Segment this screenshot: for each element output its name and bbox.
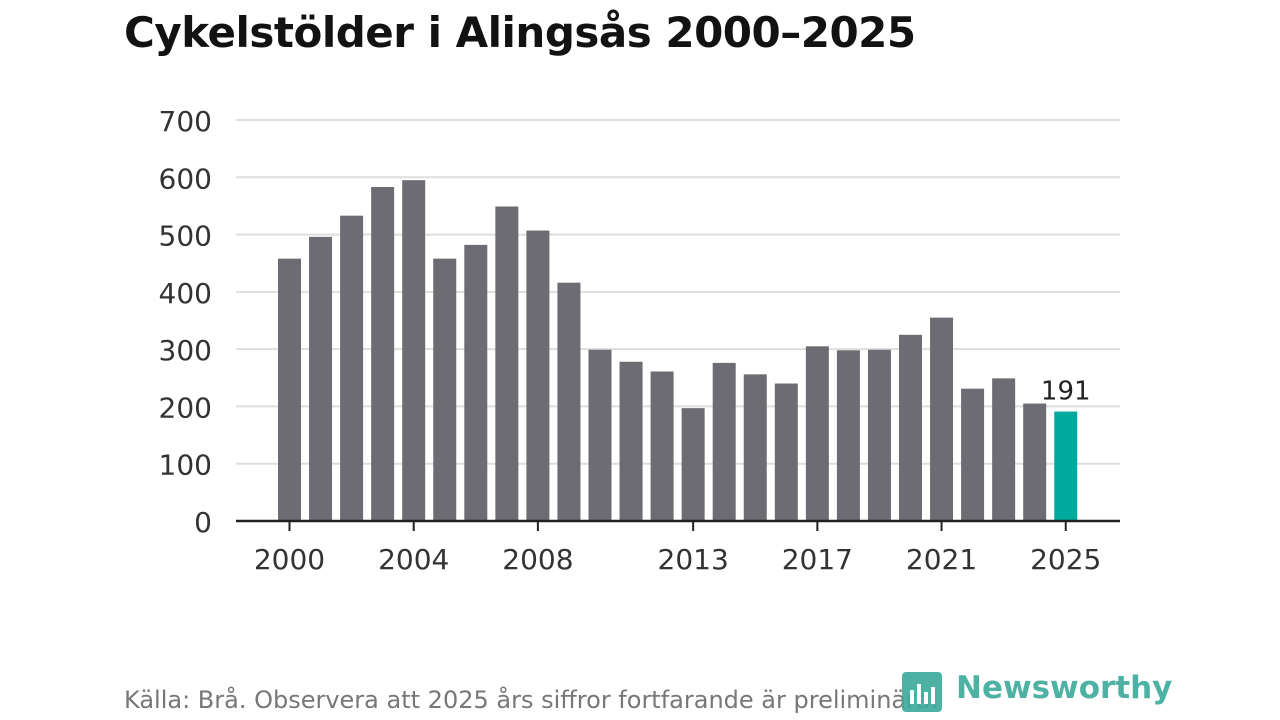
y-tick-label: 300 — [159, 334, 212, 367]
bar-2017 — [805, 346, 829, 521]
x-tick-label: 2017 — [782, 543, 853, 576]
bar-2004 — [402, 180, 426, 521]
y-tick-label: 500 — [159, 220, 212, 253]
bar-2007 — [495, 206, 519, 521]
bar-2016 — [774, 383, 798, 521]
bar-2023 — [992, 378, 1016, 521]
bar-2011 — [619, 361, 643, 521]
bar-2008 — [526, 230, 550, 521]
bar-2025 — [1054, 411, 1078, 521]
bar-2001 — [309, 236, 333, 521]
x-tick-label: 2021 — [906, 543, 977, 576]
y-tick-label: 400 — [159, 277, 212, 310]
brand-logo: Newsworthy — [902, 670, 1172, 720]
bar-2005 — [433, 258, 457, 521]
bars — [278, 180, 1078, 521]
bar-2002 — [340, 215, 364, 521]
gridlines — [236, 119, 1120, 465]
bar-2021 — [930, 317, 954, 521]
x-tick-label: 2000 — [254, 543, 325, 576]
data-labels: 191 — [1041, 377, 1091, 407]
chart-title: Cykelstölder i Alingsås 2000–2025 — [124, 8, 916, 57]
bar-2018 — [836, 350, 860, 521]
bar-2024 — [1023, 403, 1047, 521]
bar-2019 — [867, 349, 891, 521]
x-axis-tick-labels: 2000 2004 2008 2013 2017 2021 2025 — [254, 521, 1101, 576]
bar-2014 — [712, 362, 736, 521]
bar-2009 — [557, 282, 581, 521]
bar-2003 — [371, 187, 395, 521]
x-tick-label: 2008 — [502, 543, 573, 576]
x-tick-label: 2013 — [658, 543, 729, 576]
y-tick-label: 100 — [159, 449, 212, 482]
y-axis-tick-labels: 0 100 200 300 400 500 600 700 — [159, 105, 212, 539]
bar-2012 — [650, 371, 674, 521]
data-label: 191 — [1041, 377, 1091, 407]
bar-2013 — [681, 408, 705, 521]
source-note: Källa: Brå. Observera att 2025 års siffr… — [124, 686, 939, 714]
y-tick-label: 0 — [194, 506, 212, 539]
bar-2010 — [588, 349, 612, 521]
y-tick-label: 200 — [159, 391, 212, 424]
bar-2006 — [464, 244, 488, 521]
bar-2020 — [899, 334, 922, 521]
x-tick-label: 2025 — [1030, 543, 1101, 576]
y-tick-label: 700 — [159, 105, 212, 138]
x-tick-label: 2004 — [378, 543, 449, 576]
y-tick-label: 600 — [159, 162, 212, 195]
bar-2000 — [278, 258, 301, 521]
newsworthy-logo-icon — [902, 672, 942, 712]
brand-name: Newsworthy — [956, 670, 1173, 706]
bar-2022 — [961, 388, 985, 521]
bar-2015 — [743, 374, 767, 521]
